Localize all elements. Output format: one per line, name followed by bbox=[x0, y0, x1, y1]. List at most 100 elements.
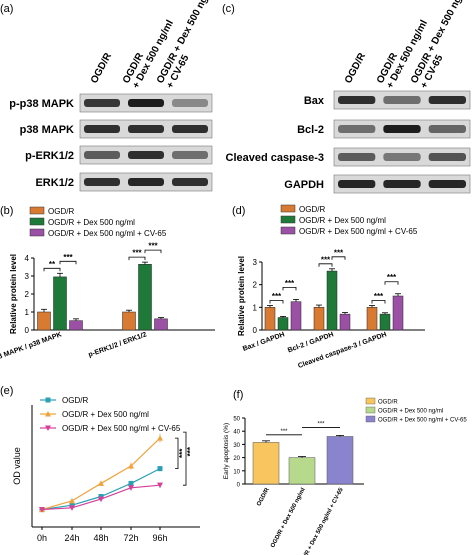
x-tick-label: 72h bbox=[123, 533, 138, 543]
blot-band bbox=[383, 153, 421, 161]
y-tick-label: 4 bbox=[25, 254, 30, 263]
bar bbox=[69, 320, 83, 331]
legend-label: OGD/R + Dex 500 ng/ml bbox=[48, 218, 135, 227]
blot-band bbox=[172, 125, 208, 133]
x-tick-label: OGD/R + Dex 500 ng/ml + CV-65 bbox=[297, 487, 345, 555]
bar bbox=[366, 307, 378, 331]
significance-bracket bbox=[128, 256, 146, 261]
significance-bracket bbox=[59, 260, 77, 265]
blot-band bbox=[84, 125, 120, 133]
panel-label-b: (b) bbox=[0, 205, 13, 217]
blot-band bbox=[383, 125, 421, 133]
significance-label: *** bbox=[186, 446, 195, 456]
lane-label-line: OGD/R bbox=[343, 51, 368, 86]
blot-band bbox=[338, 153, 376, 161]
significance-label: *** bbox=[272, 292, 282, 301]
blot-row-label: Bcl-2 bbox=[297, 124, 324, 136]
blot-band bbox=[128, 125, 164, 133]
y-tick-label: 2 bbox=[253, 281, 258, 290]
legend-label: OGD/R bbox=[299, 205, 325, 214]
bar bbox=[154, 318, 168, 331]
y-tick-label: 20 bbox=[233, 456, 240, 462]
bar bbox=[264, 307, 276, 331]
lane-label-line: OGD/R bbox=[89, 51, 114, 86]
significance-bracket bbox=[371, 300, 386, 304]
significance-label: *** bbox=[63, 253, 73, 262]
y-tick-label: 40 bbox=[233, 430, 240, 436]
y-tick-label: 2 bbox=[25, 290, 30, 299]
data-point bbox=[39, 507, 45, 513]
blot-row-label: GAPDH bbox=[284, 179, 324, 191]
significance-label: *** bbox=[334, 248, 344, 257]
significance-label: *** bbox=[148, 242, 158, 251]
bar bbox=[313, 307, 325, 331]
data-point bbox=[98, 480, 104, 486]
bar bbox=[326, 270, 338, 331]
x-tick-label: 96h bbox=[152, 533, 167, 543]
blot-band bbox=[383, 180, 421, 188]
y-tick-label: 3 bbox=[25, 272, 30, 281]
data-point bbox=[45, 425, 51, 431]
significance-label: *** bbox=[285, 279, 295, 288]
series-line bbox=[41, 468, 161, 511]
bar bbox=[138, 264, 152, 331]
lane-label: OGD/R + Dex 500 ng/ml+ CV-65 bbox=[409, 0, 474, 91]
y-tick-label: 50 bbox=[233, 417, 240, 423]
blot-row-label: p-p38 MAPK bbox=[9, 98, 74, 110]
y-tick-label: 3 bbox=[253, 258, 258, 267]
blot-row-label: ERK1/2 bbox=[35, 177, 74, 189]
bar bbox=[122, 311, 136, 331]
significance-bracket bbox=[331, 256, 346, 260]
blot-band bbox=[338, 180, 376, 188]
x-tick-label: 24h bbox=[64, 533, 79, 543]
bar bbox=[290, 301, 302, 331]
legend-swatch bbox=[29, 228, 45, 237]
data-point bbox=[69, 505, 75, 511]
blot-band bbox=[383, 96, 421, 104]
significance-bracket bbox=[175, 437, 179, 470]
data-point bbox=[157, 466, 163, 472]
significance-bracket bbox=[269, 300, 284, 304]
panel-label-c: (c) bbox=[222, 3, 235, 15]
blot-row-label: Bax bbox=[304, 95, 325, 107]
panel-label-f: (f) bbox=[233, 389, 243, 401]
blot-band bbox=[128, 151, 164, 159]
bar bbox=[392, 295, 404, 331]
blot-row-label: Cleaved caspase-3 bbox=[226, 152, 324, 164]
legend-label: OGD/R bbox=[378, 400, 398, 406]
x-tick-label: Bcl-2 / GAPDH bbox=[287, 331, 335, 354]
blot-band bbox=[172, 151, 208, 159]
significance-label: *** bbox=[178, 448, 187, 458]
bar bbox=[252, 442, 280, 485]
data-point bbox=[157, 482, 163, 489]
y-tick-label: 1 bbox=[25, 308, 30, 317]
blot-band bbox=[172, 99, 208, 107]
bar bbox=[288, 457, 316, 485]
significance-label: *** bbox=[132, 249, 142, 258]
blot-band bbox=[428, 96, 466, 104]
y-axis-label: Relative protein level bbox=[237, 256, 246, 336]
data-point bbox=[128, 463, 134, 469]
legend-swatch bbox=[365, 397, 376, 405]
blot-band bbox=[338, 125, 376, 133]
legend-swatch bbox=[365, 406, 376, 414]
legend-label: OGD/R bbox=[62, 396, 88, 405]
blot-band bbox=[428, 153, 466, 161]
data-point bbox=[98, 494, 104, 499]
bar-chart-d: 0 1 2 3 Relative protein level OGD/R OGD/R + D… bbox=[237, 204, 425, 370]
bar bbox=[379, 313, 391, 331]
legend-swatch bbox=[280, 226, 296, 235]
legend-swatch bbox=[280, 215, 296, 224]
legend-swatch bbox=[280, 204, 296, 213]
y-tick-label: 0 bbox=[237, 483, 241, 489]
legend-label: OGD/R + Dex 500 ng/ml + CV-65 bbox=[299, 227, 418, 236]
lane-label: OGD/R + Dex 500 ng/ml+ CV-65 bbox=[155, 0, 227, 91]
data-point bbox=[157, 435, 163, 441]
y-axis-label: Early apoptosis (%) bbox=[223, 423, 230, 479]
x-tick-label: OGD/R + Dex 500 ng/ml bbox=[270, 487, 307, 549]
line-chart-e: 0h 24h 48h 72h 96h OD value OGD/R OGD/R + Dex 5… bbox=[12, 396, 200, 543]
blot-row-label: p-ERK1/2 bbox=[25, 150, 74, 162]
y-tick-label: 30 bbox=[233, 443, 240, 449]
